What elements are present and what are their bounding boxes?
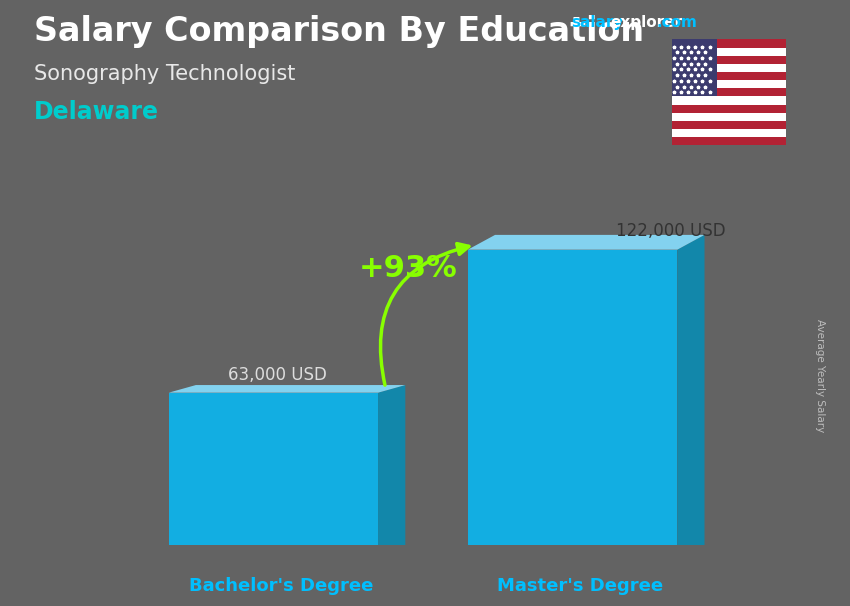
Bar xyxy=(672,64,786,72)
Bar xyxy=(672,129,786,138)
Text: Average Yearly Salary: Average Yearly Salary xyxy=(815,319,825,432)
Text: Delaware: Delaware xyxy=(34,100,159,124)
Text: Bachelor's Degree: Bachelor's Degree xyxy=(189,577,373,595)
Text: 63,000 USD: 63,000 USD xyxy=(228,366,326,384)
Bar xyxy=(672,113,786,121)
Bar xyxy=(672,121,786,129)
Text: +93%: +93% xyxy=(359,255,457,284)
Bar xyxy=(672,105,786,113)
Bar xyxy=(672,47,786,56)
Text: Master's Degree: Master's Degree xyxy=(497,577,663,595)
Bar xyxy=(672,72,786,80)
Bar xyxy=(672,39,786,47)
Bar xyxy=(672,88,786,96)
Polygon shape xyxy=(168,385,405,393)
Text: explorer: explorer xyxy=(610,15,683,30)
Polygon shape xyxy=(468,235,705,250)
Bar xyxy=(672,96,786,105)
Bar xyxy=(468,250,677,545)
Bar xyxy=(168,393,378,545)
Polygon shape xyxy=(378,385,405,545)
Text: Salary Comparison By Education: Salary Comparison By Education xyxy=(34,15,644,48)
Bar xyxy=(672,138,786,145)
Bar xyxy=(672,56,786,64)
Bar xyxy=(672,39,717,96)
Polygon shape xyxy=(677,235,705,545)
Bar xyxy=(672,80,786,88)
Text: salary: salary xyxy=(571,15,624,30)
Text: Sonography Technologist: Sonography Technologist xyxy=(34,64,296,84)
Text: .com: .com xyxy=(656,15,697,30)
Text: 122,000 USD: 122,000 USD xyxy=(616,222,726,240)
